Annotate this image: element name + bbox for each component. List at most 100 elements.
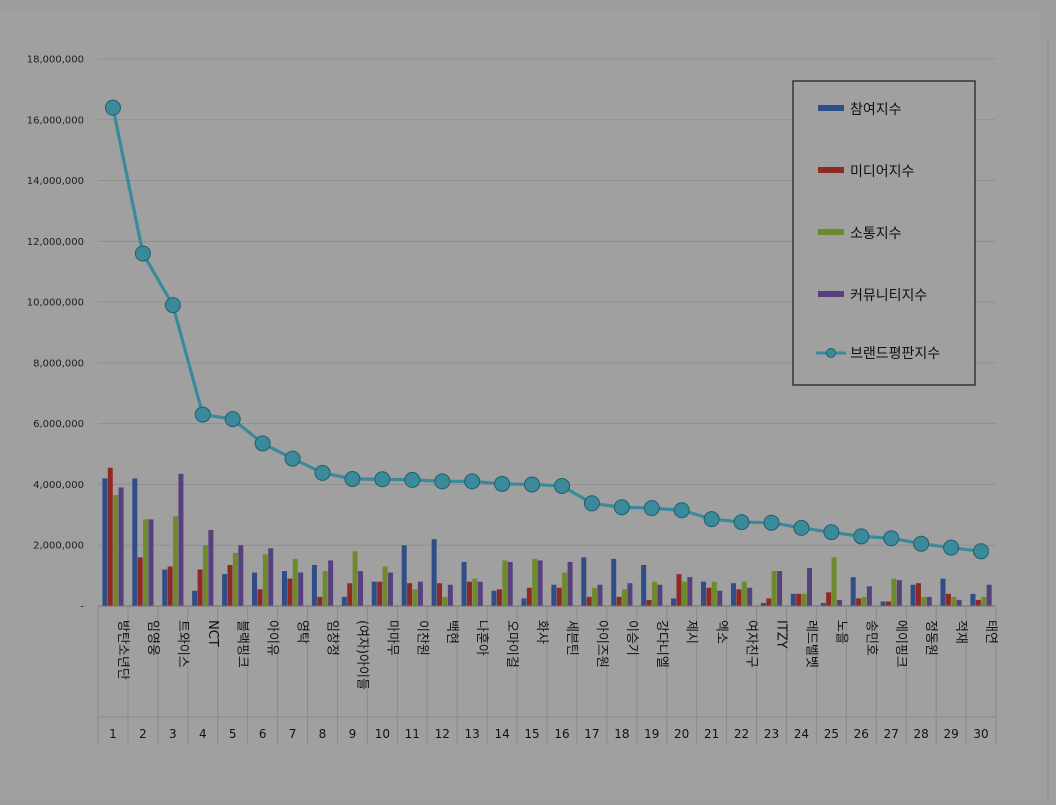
brand-marker — [524, 476, 541, 493]
bar-media — [137, 557, 143, 606]
bar-participation — [132, 478, 138, 606]
x-category-label: 방탄소년단 — [115, 620, 130, 680]
bar-communication — [861, 596, 867, 606]
bar-community — [926, 596, 932, 606]
bar-community — [447, 584, 453, 606]
bar-community — [148, 519, 154, 606]
bar-participation — [581, 557, 587, 606]
bar-participation — [671, 598, 677, 606]
legend-label-community: 커뮤니티지수 — [850, 288, 927, 304]
bar-participation — [491, 590, 497, 606]
x-rank-label: 16 — [554, 727, 569, 741]
x-rank-label: 20 — [674, 727, 689, 741]
y-tick-label: 10,000,000 — [27, 298, 84, 309]
bar-participation — [371, 581, 377, 606]
x-rank-label: 15 — [524, 727, 539, 741]
y-tick-label: 6,000,000 — [33, 419, 84, 430]
brand-marker — [344, 470, 361, 487]
x-rank-label: 21 — [704, 727, 719, 741]
bar-communication — [143, 519, 149, 606]
x-category-label: 이찬원 — [414, 620, 429, 656]
brand-marker — [254, 435, 271, 452]
x-category-label: 마마무 — [384, 620, 399, 656]
bar-community — [118, 487, 124, 606]
x-rank-label: 17 — [584, 727, 599, 741]
x-category-label: 영탁 — [295, 620, 310, 644]
brand-marker — [703, 511, 720, 528]
bar-community — [537, 560, 543, 606]
x-rank-label: 24 — [794, 727, 809, 741]
bar-communication — [921, 596, 927, 606]
x-rank-label: 26 — [854, 727, 869, 741]
bar-communication — [951, 596, 957, 606]
bar-communication — [771, 571, 777, 606]
bar-community — [657, 584, 663, 606]
x-rank-label: 14 — [494, 727, 509, 741]
brand-marker — [404, 471, 421, 488]
bar-community — [178, 473, 184, 606]
brand-marker — [583, 495, 600, 512]
bar-media — [437, 583, 443, 606]
x-rank-label: 27 — [884, 727, 899, 741]
bar-participation — [311, 564, 317, 606]
x-category-label: 엑소 — [714, 620, 729, 644]
bar-media — [257, 589, 263, 606]
bar-community — [687, 577, 693, 606]
bar-community — [956, 599, 962, 606]
bar-media — [796, 593, 802, 606]
bar-communication — [322, 571, 328, 606]
bar-communication — [981, 596, 987, 606]
x-rank-label: 4 — [199, 727, 207, 741]
bar-media — [676, 574, 682, 606]
x-rank-label: 10 — [375, 727, 390, 741]
x-category-label: (여자)아이들 — [354, 620, 369, 690]
bar-participation — [910, 584, 916, 606]
legend: 참여지수 미디어지수 소통지수 커뮤니티지수 브랜드평판지수 — [792, 80, 976, 386]
bar-media — [287, 578, 293, 606]
bar-participation — [102, 478, 108, 606]
x-rank-label: 9 — [349, 727, 357, 741]
x-category-label: 백현 — [444, 620, 459, 644]
bar-communication — [173, 516, 179, 606]
bar-community — [477, 581, 483, 606]
y-tick-label: 12,000,000 — [27, 237, 84, 248]
bar-community — [807, 568, 813, 606]
x-rank-label: 11 — [405, 727, 420, 741]
brand-marker — [314, 464, 331, 481]
x-rank-label: 12 — [435, 727, 450, 741]
bar-media — [945, 593, 951, 606]
bar-media — [347, 583, 353, 606]
bar-media — [107, 467, 113, 606]
y-axis-ticks: - 2,000,000 4,000,000 6,000,000 8,000,000 10,… — [27, 55, 85, 613]
x-category-label: ITZY — [774, 620, 789, 649]
brand-marker — [164, 297, 181, 314]
bar-participation — [162, 569, 168, 606]
brand-marker — [913, 535, 930, 552]
x-category-label: 노을 — [833, 620, 848, 644]
legend-swatch-communication — [818, 229, 844, 235]
y-tick-label: - — [80, 602, 84, 613]
legend-label-participation: 참여지수 — [850, 102, 902, 118]
bar-media — [526, 587, 532, 606]
x-category-label: 태연 — [983, 620, 998, 644]
bar-community — [627, 583, 633, 606]
x-category-label: 강다니엘 — [654, 620, 669, 668]
bar-community — [328, 560, 334, 606]
bars — [102, 467, 992, 606]
bar-media — [915, 583, 921, 606]
x-rank-label: 28 — [914, 727, 929, 741]
x-rank-label: 19 — [644, 727, 659, 741]
bar-community — [358, 571, 364, 606]
bar-participation — [970, 593, 976, 606]
bar-community — [866, 586, 872, 606]
brand-line — [104, 99, 990, 560]
x-category-label: 아이유 — [265, 620, 280, 656]
bar-media — [736, 589, 742, 606]
x-axis: 방탄소년단 1 임영웅 2 트와이스 3 NCT 4 블랙핑크 5 아이유 6 영탁 7 임창정 8 (여자)아… — [97, 605, 998, 744]
bar-participation — [252, 572, 258, 606]
bar-community — [268, 548, 274, 606]
brand-marker — [643, 500, 660, 517]
x-category-label: 레드벨벳 — [803, 620, 818, 668]
bar-participation — [701, 581, 707, 606]
x-category-label: 정동원 — [923, 620, 938, 656]
